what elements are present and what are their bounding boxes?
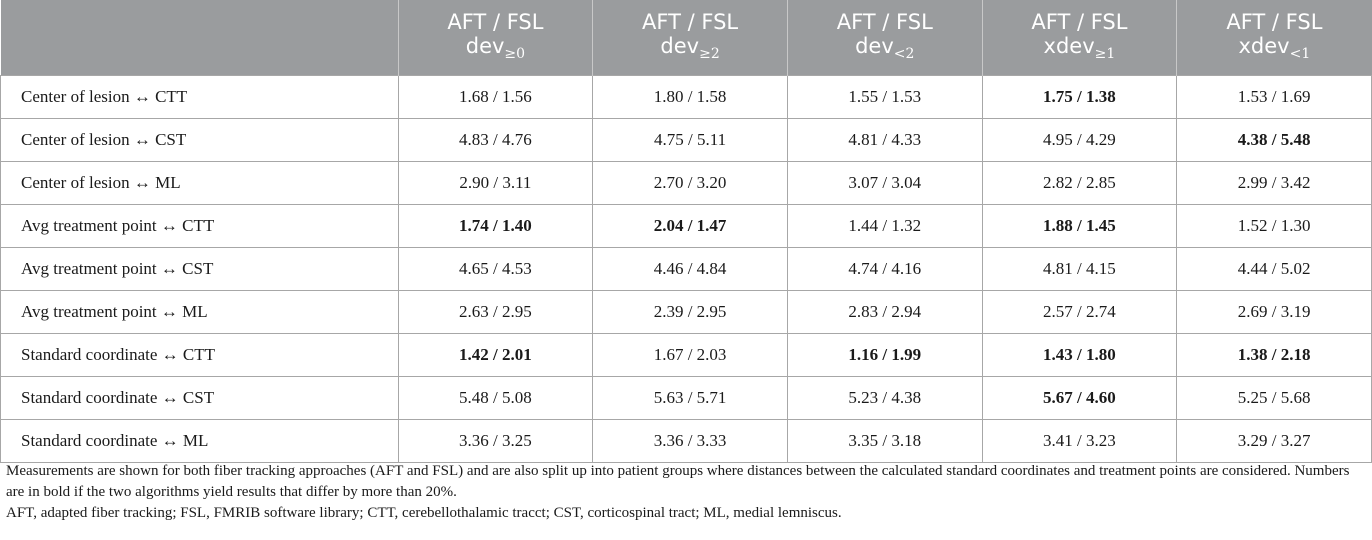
header-cell: AFT / FSL xdev≥1 — [982, 0, 1178, 76]
table-cell: 5.67 / 4.60 — [981, 376, 1178, 420]
footnote-note: Measurements are shown for both fiber tr… — [6, 463, 1350, 500]
table-cell: 3.07 / 3.04 — [786, 161, 983, 205]
header-top-label: AFT / FSL — [1226, 9, 1323, 34]
table-cell: 1.16 / 1.99 — [786, 333, 983, 377]
row-label: Standard coordinate ↔ CTT — [0, 333, 399, 377]
table-cell: 4.83 / 4.76 — [397, 118, 594, 162]
table-cell: 1.67 / 2.03 — [592, 333, 788, 377]
header-group-label: dev≥0 — [399, 34, 593, 66]
distance-table: AFT / FSL dev≥0 AFT / FSL dev≥2 AFT / FSL dev… — [0, 0, 1372, 463]
row-label: Avg treatment point ↔ CTT — [0, 204, 399, 248]
table-cell: 1.55 / 1.53 — [786, 75, 983, 119]
table-cell: 2.57 / 2.74 — [981, 290, 1178, 334]
row-label: Avg treatment point ↔ CST — [0, 247, 399, 291]
table-cell: 2.83 / 2.94 — [786, 290, 983, 334]
table-cell: 5.48 / 5.08 — [397, 376, 594, 420]
header-group-subscript: <1 — [1289, 45, 1311, 62]
table-cell: 1.42 / 2.01 — [397, 333, 594, 377]
table-cell: 3.36 / 3.25 — [397, 419, 594, 463]
table-cell: 4.44 / 5.02 — [1176, 247, 1372, 291]
header-group-label: dev<2 — [788, 34, 982, 66]
footnote-abbreviations: AFT, adapted fiber tracking; FSL, FMRIB … — [6, 505, 842, 521]
row-label: Standard coordinate ↔ ML — [0, 419, 399, 463]
table-cell: 3.41 / 3.23 — [981, 419, 1178, 463]
header-group-subscript: ≥2 — [699, 45, 720, 62]
table-cell: 3.35 / 3.18 — [786, 419, 983, 463]
header-group-subscript: <2 — [893, 45, 915, 62]
header-top-label: AFT / FSL — [1031, 9, 1128, 34]
table-cell: 2.99 / 3.42 — [1176, 161, 1372, 205]
table-cell: 5.23 / 4.38 — [786, 376, 983, 420]
header-row: AFT / FSL dev≥0 AFT / FSL dev≥2 AFT / FSL dev… — [0, 0, 1372, 76]
row-label: Center of lesion ↔ CTT — [0, 75, 399, 119]
table-cell: 4.74 / 4.16 — [786, 247, 983, 291]
table-cell: 1.53 / 1.69 — [1176, 75, 1372, 119]
table-cell: 5.25 / 5.68 — [1176, 376, 1372, 420]
table-row: Center of lesion ↔ ML 2.90 / 3.11 2.70 / 3… — [0, 161, 1372, 205]
table-cell: 1.74 / 1.40 — [397, 204, 594, 248]
header-group-base: dev — [855, 33, 894, 58]
table-cell: 2.39 / 2.95 — [592, 290, 788, 334]
table-cell: 4.81 / 4.15 — [981, 247, 1178, 291]
row-label: Center of lesion ↔ ML — [0, 161, 399, 205]
header-cell: AFT / FSL xdev<1 — [1176, 0, 1372, 76]
row-label: Avg treatment point ↔ ML — [0, 290, 399, 334]
header-group-base: dev — [465, 33, 505, 58]
table-cell: 4.95 / 4.29 — [981, 118, 1178, 162]
row-label: Center of lesion ↔ CST — [0, 118, 399, 162]
header-top-label: AFT / FSL — [447, 9, 544, 34]
table-cell: 1.43 / 1.80 — [981, 333, 1178, 377]
table-cell: 4.81 / 4.33 — [786, 118, 983, 162]
table-row: Center of lesion ↔ CST 4.83 / 4.76 4.75 / … — [0, 118, 1372, 162]
table-cell: 3.29 / 3.27 — [1176, 419, 1372, 463]
table-cell: 3.36 / 3.33 — [592, 419, 788, 463]
table-cell: 1.68 / 1.56 — [397, 75, 594, 119]
table-cell: 2.82 / 2.85 — [981, 161, 1178, 205]
table-body: Center of lesion ↔ CTT 1.68 / 1.56 1.80 / … — [0, 75, 1372, 463]
header-group-label: dev≥2 — [593, 34, 787, 66]
table-row: Avg treatment point ↔ CST 4.65 / 4.53 4.46… — [0, 247, 1372, 291]
table-cell: 2.63 / 2.95 — [397, 290, 594, 334]
table-cell: 2.69 / 3.19 — [1176, 290, 1372, 334]
table-cell: 4.46 / 4.84 — [592, 247, 788, 291]
table-row: Standard coordinate ↔ CTT 1.42 / 2.01 1.67… — [0, 333, 1372, 377]
table-cell: 4.38 / 5.48 — [1176, 118, 1372, 162]
header-group-subscript: ≥1 — [1094, 45, 1116, 62]
table-cell: 5.63 / 5.71 — [592, 376, 788, 420]
header-group-base: xdev — [1043, 33, 1095, 58]
header-group-base: dev — [660, 33, 700, 58]
table-row: Avg treatment point ↔ ML 2.63 / 2.95 2.39 … — [0, 290, 1372, 334]
header-group-base: xdev — [1238, 33, 1290, 58]
header-cell: AFT / FSL dev<2 — [787, 0, 983, 76]
table-cell: 4.75 / 5.11 — [592, 118, 788, 162]
header-top-label: AFT / FSL — [642, 9, 739, 34]
table-cell: 1.44 / 1.32 — [786, 204, 983, 248]
table-row: Standard coordinate ↔ CST 5.48 / 5.08 5.63… — [0, 376, 1372, 420]
table-row: Avg treatment point ↔ CTT 1.74 / 1.40 2.04… — [0, 204, 1372, 248]
table-cell: 2.70 / 3.20 — [592, 161, 788, 205]
table-cell: 1.38 / 2.18 — [1176, 333, 1372, 377]
header-cell: AFT / FSL dev≥0 — [398, 0, 594, 76]
row-label: Standard coordinate ↔ CST — [0, 376, 399, 420]
table-cell: 2.90 / 3.11 — [397, 161, 594, 205]
table-cell: 1.80 / 1.58 — [592, 75, 788, 119]
table-cell: 1.75 / 1.38 — [981, 75, 1178, 119]
header-group-subscript: ≥0 — [504, 45, 526, 62]
header-group-label: xdev<1 — [1177, 34, 1371, 66]
table-cell: 1.52 / 1.30 — [1176, 204, 1372, 248]
table-row: Standard coordinate ↔ ML 3.36 / 3.25 3.36 … — [0, 419, 1372, 463]
header-group-label: xdev≥1 — [983, 34, 1177, 66]
table-cell: 2.04 / 1.47 — [592, 204, 788, 248]
header-top-label: AFT / FSL — [836, 9, 933, 34]
table-cell: 4.65 / 4.53 — [397, 247, 594, 291]
header-cell: AFT / FSL dev≥2 — [592, 0, 788, 76]
table-row: Center of lesion ↔ CTT 1.68 / 1.56 1.80 / … — [0, 75, 1372, 119]
table-cell: 1.88 / 1.45 — [981, 204, 1178, 248]
header-cell-empty — [0, 0, 399, 76]
table-footnote: Measurements are shown for both fiber tr… — [6, 461, 1368, 524]
